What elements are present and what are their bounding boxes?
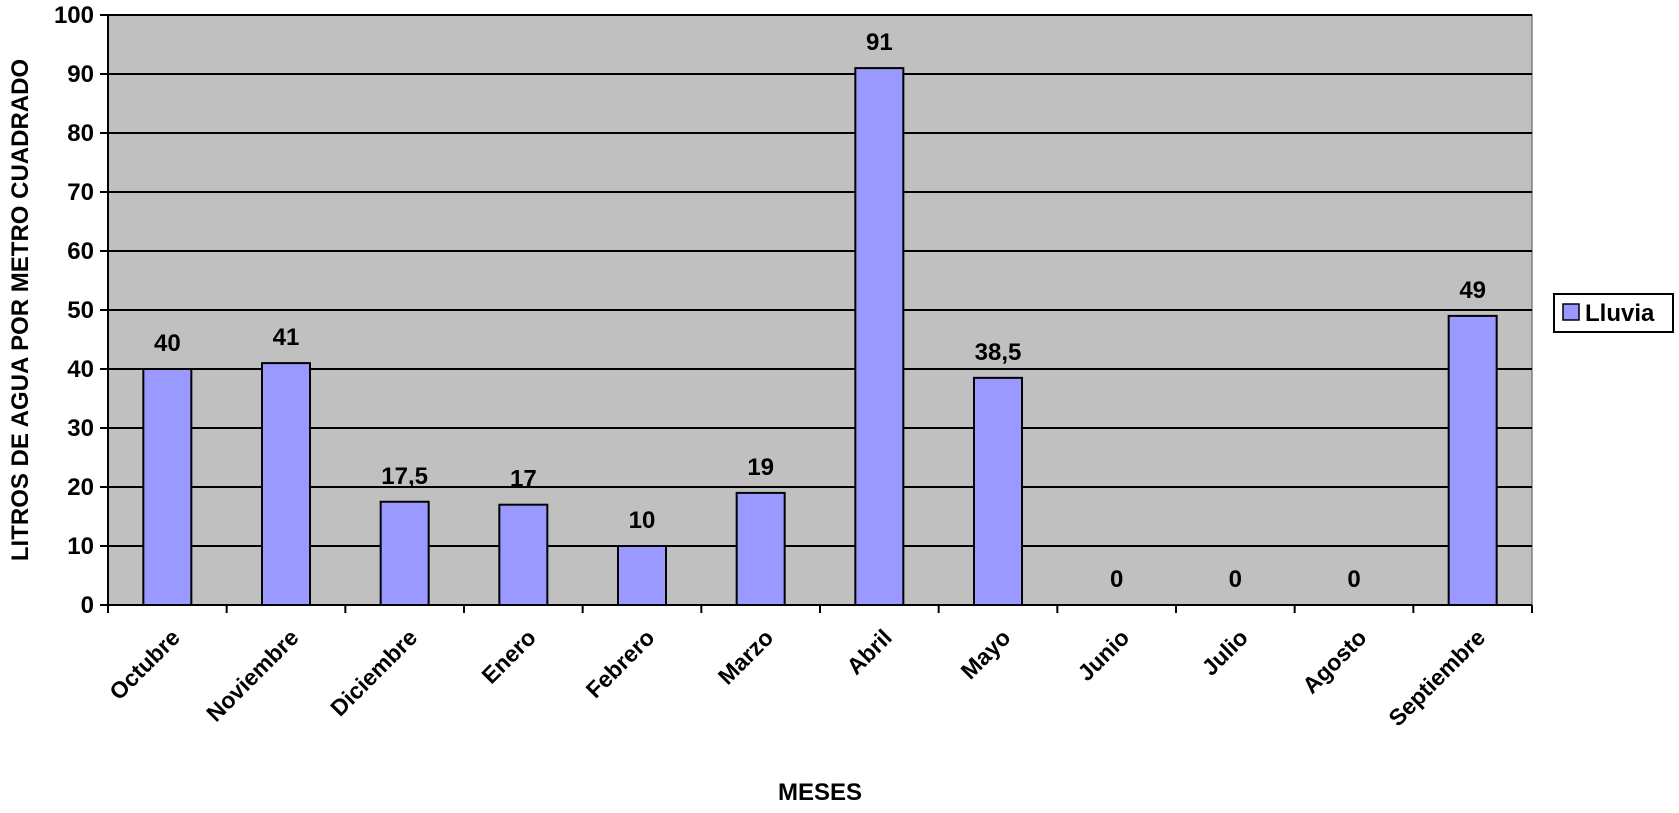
x-tick-label-julio: Julio: [1197, 624, 1253, 680]
data-label-julio: 0: [1229, 566, 1242, 593]
y-tick-label: 60: [67, 238, 94, 265]
data-label-octubre: 40: [154, 330, 181, 357]
x-tick-label-enero: Enero: [476, 624, 540, 688]
bar-febrero: [617, 545, 667, 606]
axes: [100, 14, 1533, 613]
bar-septiembre: [1447, 314, 1498, 606]
y-tick-label: 0: [81, 592, 94, 619]
bar-octubre: [142, 368, 193, 606]
data-label-abril: 91: [866, 29, 893, 56]
x-tick-label-octubre: Octubre: [104, 624, 185, 705]
y-tick-label: 80: [67, 120, 94, 147]
x-tick-label-mayo: Mayo: [956, 624, 1016, 684]
bar-abril: [854, 67, 905, 607]
x-tick-label-junio: Junio: [1072, 624, 1134, 686]
data-label-diciembre: 17,5: [381, 463, 428, 490]
x-tick-label-abril: Abril: [841, 624, 896, 679]
x-tick-label-noviembre: Noviembre: [201, 624, 303, 726]
bar-noviembre: [261, 362, 311, 606]
y-tick-label: 70: [67, 179, 94, 206]
legend: Lluvia: [1553, 293, 1674, 333]
legend-swatch: [1562, 303, 1580, 321]
y-tick-label: 40: [67, 356, 94, 383]
data-label-marzo: 19: [747, 454, 774, 481]
data-label-septiembre: 49: [1459, 277, 1486, 304]
bar-marzo: [735, 491, 786, 606]
data-label-noviembre: 41: [273, 324, 300, 351]
x-tick-labels: Octubre Noviembre Diciembre Enero Febrero Mar…: [104, 624, 1490, 731]
legend-label: Lluvia: [1585, 300, 1655, 327]
x-tick-label-marzo: Marzo: [713, 624, 778, 689]
data-label-mayo: 38,5: [975, 339, 1022, 366]
bar-diciembre: [379, 500, 430, 606]
y-tick-label: 20: [67, 474, 94, 501]
y-tick-labels: 0 10 20 30 40 50 60 70 80 90 100: [54, 2, 94, 619]
y-tick-label: 30: [67, 415, 94, 442]
y-tick-label: 100: [54, 2, 94, 29]
data-labels: 40 41 17,5 17 10 19 91 38,5 0 0 0 49: [154, 29, 1486, 593]
data-label-enero: 17: [510, 466, 537, 493]
data-label-agosto: 0: [1347, 566, 1360, 593]
data-label-junio: 0: [1110, 566, 1123, 593]
y-tick-label: 10: [67, 533, 94, 560]
x-tick-label-febrero: Febrero: [581, 624, 660, 703]
x-tick-label-diciembre: Diciembre: [325, 624, 422, 721]
bar-mayo: [973, 376, 1023, 606]
y-tick-label: 90: [67, 61, 94, 88]
y-tick-label: 50: [67, 297, 94, 324]
y-axis-title: LITROS DE AGUA POR METRO CUADRADO: [7, 59, 34, 561]
data-label-febrero: 10: [629, 507, 656, 534]
x-tick-label-septiembre: Septiembre: [1383, 624, 1490, 731]
gridlines: [108, 14, 1532, 547]
x-axis-title: MESES: [778, 779, 862, 806]
bar-enero: [498, 503, 549, 607]
x-tick-label-agosto: Agosto: [1297, 624, 1371, 698]
